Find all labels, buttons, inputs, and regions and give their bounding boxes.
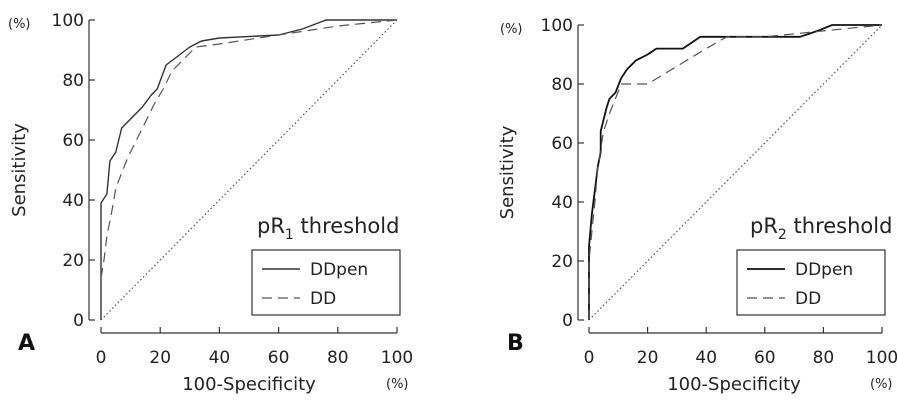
- x-axis-title: 100-Specificity: [182, 374, 316, 395]
- x-tick-label: 0: [96, 348, 107, 368]
- y-tick-label: 80: [62, 71, 84, 91]
- y-unit-label: (%): [8, 17, 31, 32]
- y-tick-label: 100: [541, 16, 573, 36]
- x-tick-label: 100: [381, 348, 413, 368]
- legend-title: pR2 threshold: [750, 214, 892, 243]
- x-axis-title: 100-Specificity: [667, 374, 801, 395]
- legend-label-dd: DD: [310, 289, 336, 309]
- x-tick-label: 20: [149, 348, 171, 368]
- legend-title: pR1 threshold: [257, 214, 399, 243]
- y-tick-label: 60: [62, 131, 84, 151]
- x-tick-label: 100: [866, 348, 897, 368]
- y-unit-label: (%): [500, 22, 523, 37]
- legend-box: [736, 249, 886, 316]
- y-tick-label: 0: [73, 311, 84, 331]
- x-tick-label: 80: [327, 348, 349, 368]
- legend-label-dd: DD: [795, 289, 821, 309]
- series-line-dd: [100, 19, 398, 279]
- panel-label: A: [18, 331, 35, 356]
- y-tick-label: 100: [52, 11, 84, 31]
- y-tick-label: 80: [551, 75, 573, 95]
- y-tick-label: 0: [562, 311, 573, 331]
- y-tick-label: 20: [551, 252, 573, 272]
- y-axis-title: Sensitivity: [9, 123, 30, 217]
- x-tick-label: 60: [754, 348, 776, 368]
- roc-panel-a: 0 20 40 60 80 100 0 20 40 60 80 100 (%) (%) 100-Specif…: [8, 11, 413, 395]
- legend-label-ddpen: DDpen: [795, 260, 853, 280]
- x-tick-label: 80: [813, 348, 835, 368]
- x-unit-label: (%): [870, 377, 893, 392]
- x-tick-label: 20: [637, 348, 659, 368]
- y-tick-label: 20: [62, 251, 84, 271]
- roc-panel-b: 0 20 40 60 80 100 0 20 40 60 80 100 (%) (%) 100-Specif…: [497, 16, 897, 395]
- legend-label-ddpen: DDpen: [310, 260, 368, 280]
- x-tick-label: 60: [268, 348, 290, 368]
- y-tick-label: 40: [62, 191, 84, 211]
- x-unit-label: (%): [386, 377, 409, 392]
- reference-diagonal-line: [588, 24, 883, 321]
- y-axis-title: Sensitivity: [497, 125, 518, 219]
- legend-box: [251, 249, 401, 316]
- x-tick-label: 40: [209, 348, 231, 368]
- x-tick-label: 0: [584, 348, 595, 368]
- x-tick-label: 40: [695, 348, 717, 368]
- series-line-dd: [588, 24, 883, 320]
- panel-label: B: [507, 331, 524, 356]
- y-tick-label: 60: [551, 134, 573, 154]
- y-tick-label: 40: [551, 193, 573, 213]
